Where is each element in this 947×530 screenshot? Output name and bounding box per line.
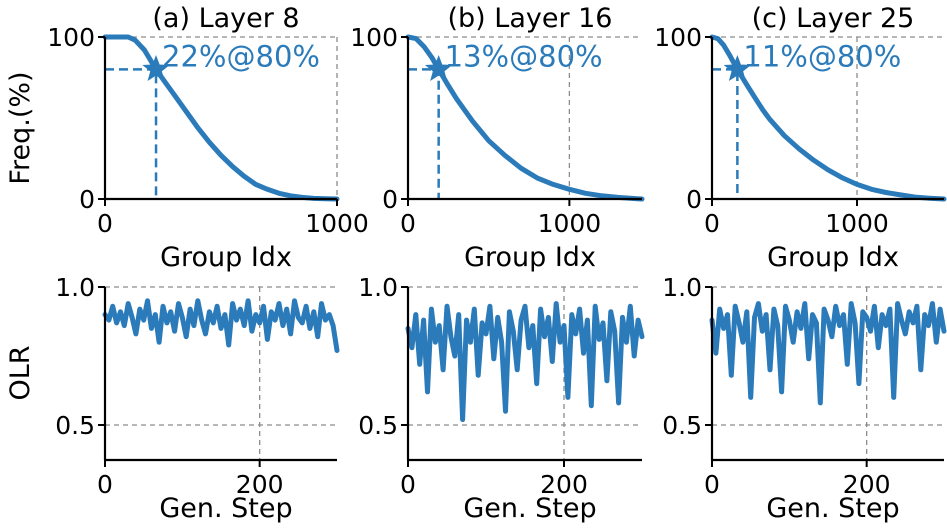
layer8-olr-series-0 — [102, 298, 340, 353]
layer8-freq-ytick-label-1: 100 — [47, 23, 95, 52]
layer8-freq-xlabel: Group Idx — [160, 242, 292, 273]
layer8-freq-panel: 22%@80% 0 1000 0 100 Group Idx Freq.(%) (a) Lay… — [5, 3, 369, 273]
layer16-olr-ytick-label-0: 0.5 — [358, 411, 398, 440]
layer16-freq-marker-star — [424, 54, 453, 82]
layer8-freq-ytick-label-0: 0 — [79, 185, 95, 214]
layer25-olr-panel: 0 200 0.5 1.0 Gen. Step — [662, 273, 947, 524]
layer8-olr-ytick-label-0: 0.5 — [55, 411, 95, 440]
layer8-olr-ytick-label-1: 1.0 — [55, 273, 95, 302]
layer16-olr-ytick-label-1: 1.0 — [358, 273, 398, 302]
layer25-freq-marker-star — [723, 54, 752, 82]
layer25-freq-title: (c) Layer 25 — [752, 3, 915, 34]
layer25-freq-xlabel: Group Idx — [767, 242, 899, 273]
layer25-freq-ytick-label-1: 100 — [654, 23, 702, 52]
layer25-freq-panel: 11%@80% 0 1000 0 100 Group Idx (c) Layer 25 — [654, 3, 947, 273]
layer25-olr-xtick-label-1: 200 — [843, 470, 891, 499]
layer8-freq-title: (a) Layer 8 — [152, 3, 299, 34]
layer25-olr-xtick-label-0: 0 — [704, 470, 720, 499]
layer16-freq-ytick-label-1: 100 — [350, 23, 398, 52]
layer8-freq-marker-star — [142, 54, 170, 82]
layer25-freq-xtick-label-1: 1000 — [825, 209, 889, 238]
layer8-freq-xtick-label-1: 1000 — [305, 209, 369, 238]
layer8-olr-ylabel: OLR — [5, 345, 36, 400]
layer16-freq-xtick-label-0: 0 — [400, 209, 416, 238]
layer16-freq-panel: 13%@80% 0 1000 0 100 Group Idx (b) Layer 16 — [350, 3, 645, 273]
layer8-olr-xlabel: Gen. Step — [159, 493, 292, 524]
layer16-freq-title: (b) Layer 16 — [447, 3, 612, 34]
layer16-olr-series-0 — [405, 301, 645, 422]
layer16-freq-xtick-label-1: 1000 — [538, 209, 602, 238]
layer8-olr-xtick-label-0: 0 — [97, 470, 113, 499]
layer8-freq-xtick-label-0: 0 — [97, 209, 113, 238]
layer16-olr-xtick-label-1: 200 — [540, 470, 588, 499]
layer16-olr-panel: 0 200 0.5 1.0 Gen. Step — [358, 273, 645, 524]
layer8-olr-panel: 0 200 0.5 1.0 Gen. Step OLR — [5, 273, 340, 524]
layer25-olr-series-0 — [709, 301, 947, 406]
layer8-freq-annotation: 22%@80% — [162, 39, 320, 73]
layer8-freq-series-0 — [102, 34, 340, 202]
layer25-olr-ytick-label-1: 1.0 — [662, 273, 702, 302]
layer16-freq-annotation: 13%@80% — [445, 39, 603, 73]
layer25-freq-ytick-label-0: 0 — [686, 185, 702, 214]
layer16-freq-ytick-label-0: 0 — [382, 185, 398, 214]
layer25-olr-ytick-label-0: 0.5 — [662, 411, 702, 440]
layer25-freq-annotation: 11%@80% — [743, 39, 901, 73]
layer16-olr-xlabel: Gen. Step — [463, 493, 596, 524]
layer16-olr-xtick-label-0: 0 — [400, 470, 416, 499]
layer25-freq-marker-guide — [712, 68, 739, 199]
layer8-freq-marker-guide — [105, 68, 158, 199]
layer8-olr-xtick-label-1: 200 — [236, 470, 284, 499]
layer25-freq-series-0 — [709, 34, 947, 202]
layer16-freq-series-0 — [405, 34, 645, 202]
layer25-olr-xlabel: Gen. Step — [766, 493, 899, 524]
layer25-freq-xtick-label-0: 0 — [704, 209, 720, 238]
layer8-freq-ylabel: Freq.(%) — [5, 71, 36, 184]
layer16-freq-marker-guide — [408, 68, 440, 199]
layer16-freq-xlabel: Group Idx — [464, 242, 596, 273]
